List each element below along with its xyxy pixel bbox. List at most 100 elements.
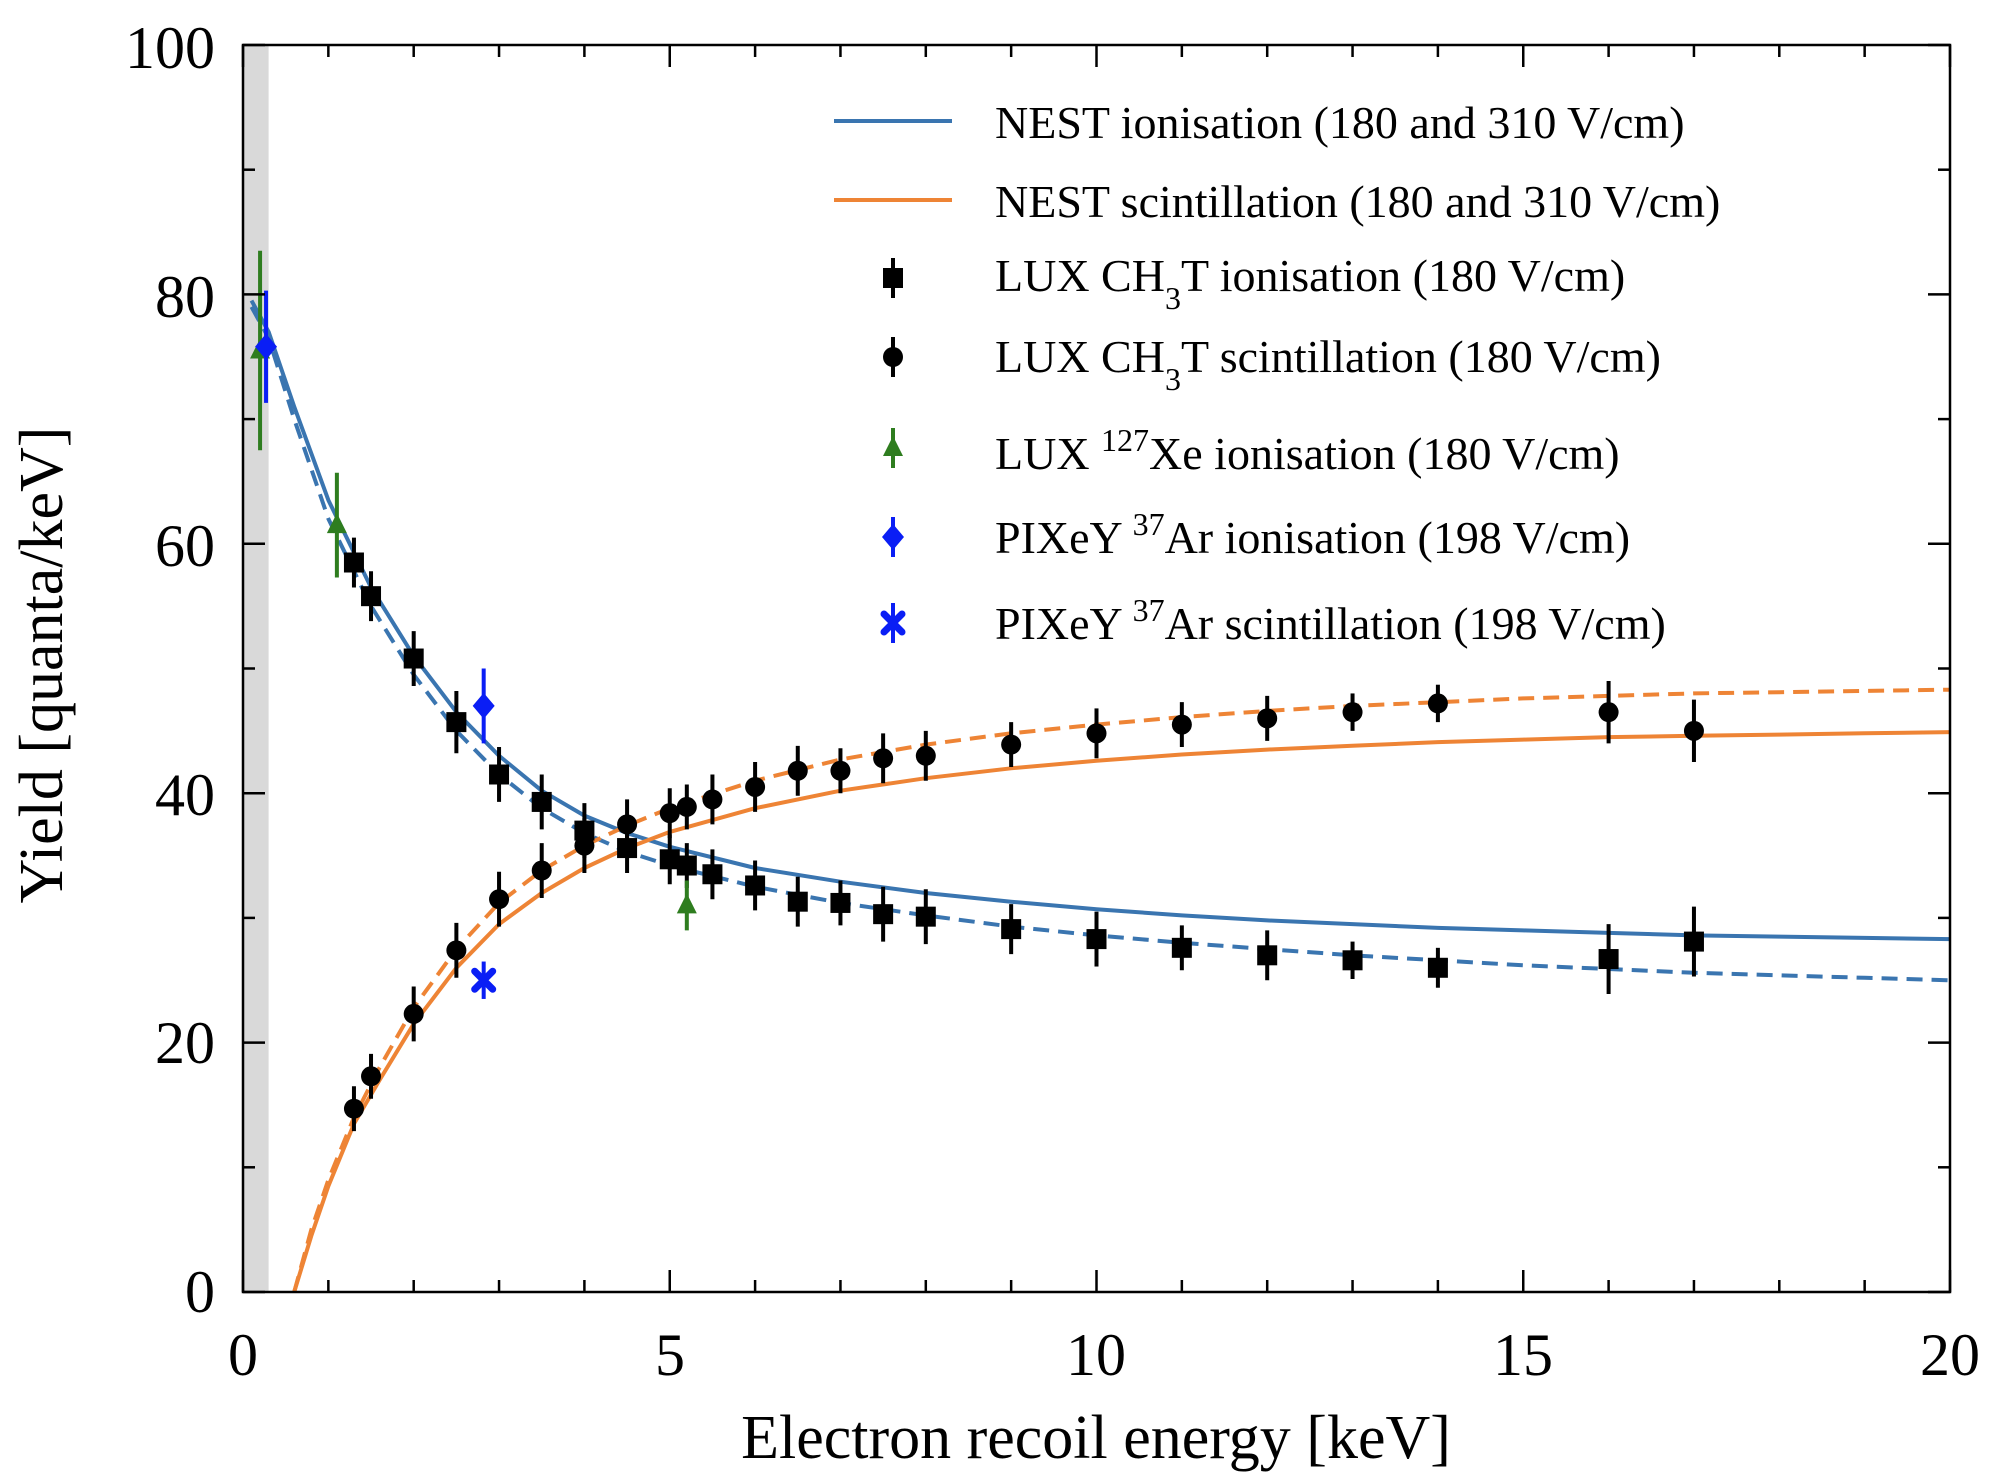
lux-ch3t-ionisation-180-v-cm-point-4-marker (489, 764, 510, 785)
lux-ch3t-ionisation-180-v-cm-point-15-marker (915, 906, 936, 927)
legend-marker-lux-127xe-ionisation-180-v-cm-marker (883, 436, 903, 456)
y-tick-label-40: 40 (155, 762, 215, 828)
lux-ch3t-ionisation-180-v-cm-point-13-marker (830, 892, 851, 913)
lux-ch3t-ionisation-180-v-cm-point-3-marker (446, 712, 467, 733)
lux-ch3t-ionisation-180-v-cm-point-2-marker (403, 648, 424, 669)
lux-ch3t-ionisation-180-v-cm-point-0-marker (343, 552, 364, 573)
lux-ch3t-scintillation-180-v-cm-point-0 (343, 1098, 364, 1119)
lux-ch3t-scintillation-180-v-cm-point-2-marker (403, 1003, 424, 1024)
legend-marker-pixey-37ar-ionisation-198-v-cm (882, 524, 904, 550)
lux-ch3t-ionisation-180-v-cm-point-3 (446, 712, 467, 733)
lux-ch3t-scintillation-180-v-cm-point-9 (676, 796, 697, 817)
pixey-37ar-scintillation-198-v-cm-point-0 (471, 967, 497, 993)
lux-127xe-ionisation-180-v-cm-point-2 (676, 893, 697, 914)
lux-ch3t-ionisation-180-v-cm-point-21-marker (1427, 957, 1448, 978)
lux-ch3t-scintillation-180-v-cm-point-0-marker (343, 1098, 364, 1119)
legend-label-pixey-37ar-ionisation: PIXeY 37Ar ionisation (198 V/cm) (995, 506, 1630, 563)
lux-ch3t-ionisation-180-v-cm-point-20 (1342, 950, 1363, 971)
lux-ch3t-scintillation-180-v-cm-point-7-marker (617, 814, 638, 835)
lux-ch3t-ionisation-180-v-cm-point-1-marker (361, 586, 382, 607)
lux-ch3t-ionisation-180-v-cm-point-21 (1427, 957, 1448, 978)
y-axis-label: Yield [quanta/keV] (8, 427, 76, 904)
x-tick-label-5: 5 (655, 1322, 685, 1388)
lux-ch3t-ionisation-180-v-cm-point-15 (915, 906, 936, 927)
lux-ch3t-ionisation-180-v-cm-point-22 (1598, 949, 1619, 970)
lux-ch3t-scintillation-180-v-cm-point-5-marker (531, 860, 552, 881)
legend-marker-pixey-37ar-scintillation-198-v-cm (880, 610, 906, 636)
lux-ch3t-ionisation-180-v-cm-point-18 (1171, 937, 1192, 958)
legend-label-lux-ch3t-scintillation: LUX CH3T scintillation (180 V/cm) (995, 331, 1661, 397)
lux-ch3t-ionisation-180-v-cm-point-1 (361, 586, 382, 607)
lux-ch3t-ionisation-180-v-cm-point-11-marker (745, 875, 766, 896)
lux-ch3t-ionisation-180-v-cm-point-0 (343, 552, 364, 573)
lux-ch3t-scintillation-180-v-cm-point-12 (787, 760, 808, 781)
lux-ch3t-scintillation-180-v-cm-point-4-marker (489, 889, 510, 910)
lux-ch3t-scintillation-180-v-cm-point-16 (1001, 734, 1022, 755)
lux-ch3t-scintillation-180-v-cm-point-10 (702, 789, 723, 810)
lux-ch3t-ionisation-180-v-cm-point-11 (745, 875, 766, 896)
legend-label-pixey-37ar-scintillation: PIXeY 37Ar scintillation (198 V/cm) (995, 592, 1666, 649)
legend-marker-lux-ch3t-ionisation-180-v-cm (883, 268, 903, 288)
lux-ch3t-ionisation-180-v-cm-point-12 (787, 891, 808, 912)
plot-frame (241, 43, 1952, 1294)
pixey-37ar-ionisation-198-v-cm-point-1-marker (472, 692, 495, 719)
lux-ch3t-ionisation-180-v-cm-point-13 (830, 892, 851, 913)
x-tick-label-0: 0 (228, 1322, 258, 1388)
lux-ch3t-ionisation-180-v-cm-point-22-marker (1598, 949, 1619, 970)
pixey-37ar-ionisation-198-v-cm-point-0 (255, 333, 278, 360)
lux-ch3t-scintillation-180-v-cm-point-9-marker (676, 796, 697, 817)
lux-ch3t-scintillation-180-v-cm-point-12-marker (787, 760, 808, 781)
lux-ch3t-ionisation-180-v-cm-point-19 (1257, 945, 1278, 966)
lux-ch3t-ionisation-180-v-cm-point-2 (403, 648, 424, 669)
x-tick-label-10: 10 (1066, 1322, 1126, 1388)
lux-ch3t-ionisation-180-v-cm-point-14-marker (873, 904, 894, 925)
lux-ch3t-scintillation-180-v-cm-point-1-marker (361, 1066, 382, 1087)
lux-ch3t-scintillation-180-v-cm-point-14 (873, 748, 894, 769)
lux-ch3t-ionisation-180-v-cm-point-18-marker (1171, 937, 1192, 958)
lux-ch3t-scintillation-180-v-cm-point-11 (745, 776, 766, 797)
lux-ch3t-scintillation-180-v-cm-point-6 (574, 835, 595, 856)
lux-ch3t-scintillation-180-v-cm-point-20 (1342, 702, 1363, 723)
lux-ch3t-scintillation-180-v-cm-point-4 (489, 889, 510, 910)
lux-ch3t-scintillation-180-v-cm-point-5 (531, 860, 552, 881)
legend-label-lux-127xe-ionisation: LUX 127Xe ionisation (180 V/cm) (995, 422, 1620, 479)
y-tick-label-80: 80 (155, 264, 215, 330)
lux-ch3t-ionisation-180-v-cm-point-20-marker (1342, 950, 1363, 971)
x-tick-labels: 0 5 10 15 20 (228, 1322, 1980, 1388)
lux-ch3t-scintillation-180-v-cm-point-22 (1598, 702, 1619, 723)
lux-ch3t-scintillation-180-v-cm-point-13-marker (830, 760, 851, 781)
plot-area (241, 43, 1952, 1294)
lux-ch3t-scintillation-180-v-cm-point-11-marker (745, 776, 766, 797)
lux-ch3t-ionisation-180-v-cm-point-16-marker (1001, 919, 1022, 940)
pixey-37ar-ionisation-198-v-cm-point-0-marker (255, 333, 278, 360)
data-points (250, 250, 1704, 1132)
legend-marker-lux-ch3t-scintillation-180-v-cm-marker (883, 347, 903, 367)
lux-ch3t-scintillation-180-v-cm-point-17-marker (1086, 723, 1107, 744)
lux-ch3t-scintillation-180-v-cm-point-10-marker (702, 789, 723, 810)
lux-ch3t-ionisation-180-v-cm-point-8-marker (659, 849, 680, 870)
lux-ch3t-scintillation-180-v-cm-point-19-marker (1257, 708, 1278, 729)
y-tick-label-60: 60 (155, 513, 215, 579)
nest-scintillation-curve-310 (292, 687, 1950, 1292)
lux-ch3t-scintillation-180-v-cm-point-22-marker (1598, 702, 1619, 723)
y-tick-label-0: 0 (185, 1259, 215, 1325)
lux-ch3t-scintillation-180-v-cm-point-15 (915, 745, 936, 766)
lux-ch3t-ionisation-180-v-cm-point-12-marker (787, 891, 808, 912)
lux-ch3t-scintillation-180-v-cm-point-21-marker (1427, 693, 1448, 714)
lux-ch3t-scintillation-180-v-cm-point-14-marker (873, 748, 894, 769)
lux-ch3t-ionisation-180-v-cm-point-8 (659, 849, 680, 870)
legend-marker-lux-127xe-ionisation-180-v-cm (883, 436, 903, 456)
legend-marker-pixey-37ar-ionisation-198-v-cm-marker (882, 524, 904, 550)
x-tick-label-20: 20 (1920, 1322, 1980, 1388)
lux-ch3t-ionisation-180-v-cm-point-5 (531, 791, 552, 812)
lux-ch3t-scintillation-180-v-cm-point-13 (830, 760, 851, 781)
lux-ch3t-scintillation-180-v-cm-point-17 (1086, 723, 1107, 744)
legend-label-lux-ch3t-ionisation: LUX CH3T ionisation (180 V/cm) (995, 250, 1625, 316)
lux-ch3t-ionisation-180-v-cm-point-10 (702, 864, 723, 885)
legend: NEST ionisation (180 and 310 V/cm) NEST … (834, 97, 1720, 649)
pixey-37ar-ionisation-198-v-cm-point-1 (472, 692, 495, 719)
x-tick-label-15: 15 (1493, 1322, 1553, 1388)
lux-ch3t-ionisation-180-v-cm-point-17-marker (1086, 929, 1107, 950)
lux-ch3t-scintillation-180-v-cm-point-19 (1257, 708, 1278, 729)
lux-ch3t-scintillation-180-v-cm-point-3-marker (446, 940, 467, 961)
